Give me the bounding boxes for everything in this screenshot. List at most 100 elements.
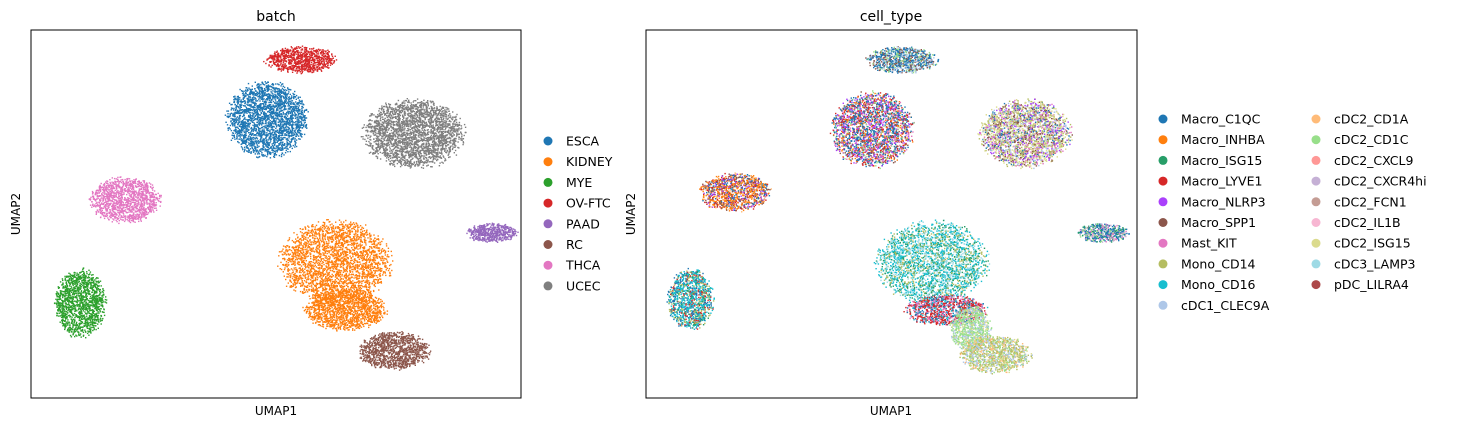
point-esca bbox=[267, 126, 268, 127]
point-kidney bbox=[355, 266, 356, 267]
point-kidney bbox=[350, 252, 351, 253]
point-kidney bbox=[325, 283, 326, 284]
point-esca bbox=[269, 124, 270, 125]
point-esca bbox=[251, 117, 252, 118]
point-esca bbox=[252, 125, 253, 126]
point-kidney bbox=[369, 287, 370, 288]
point-esca bbox=[239, 108, 240, 109]
point-kidney bbox=[323, 264, 324, 265]
point-esca bbox=[302, 114, 303, 115]
point-kidney bbox=[377, 270, 378, 271]
point-kidney bbox=[358, 275, 359, 276]
point-esca bbox=[250, 114, 251, 115]
point-kidney bbox=[301, 240, 302, 241]
point-esca bbox=[257, 138, 258, 139]
point-esca bbox=[276, 137, 277, 138]
point-kidney bbox=[317, 291, 318, 292]
point-kidney bbox=[381, 256, 382, 257]
point-esca bbox=[252, 110, 253, 111]
point-kidney bbox=[388, 251, 389, 252]
point-esca bbox=[242, 116, 243, 117]
point-kidney bbox=[328, 252, 329, 253]
point-esca bbox=[233, 108, 234, 109]
point-esca bbox=[299, 110, 300, 111]
point-kidney bbox=[367, 237, 368, 238]
point-esca bbox=[294, 139, 295, 140]
point-esca bbox=[253, 106, 254, 107]
point-esca bbox=[245, 119, 246, 120]
point-esca bbox=[243, 141, 244, 142]
point-kidney bbox=[339, 236, 340, 237]
point-kidney bbox=[339, 249, 340, 250]
point-esca bbox=[276, 145, 277, 146]
point-esca bbox=[241, 109, 242, 110]
point-esca bbox=[262, 142, 263, 143]
point-kidney bbox=[337, 266, 338, 267]
point-kidney bbox=[316, 233, 317, 234]
point-esca bbox=[265, 135, 266, 136]
point-esca bbox=[283, 93, 284, 94]
point-esca bbox=[263, 133, 264, 134]
point-kidney bbox=[365, 244, 366, 245]
point-esca bbox=[285, 134, 286, 135]
point-kidney bbox=[310, 258, 311, 259]
point-esca bbox=[278, 114, 279, 115]
point-esca bbox=[239, 118, 240, 119]
point-kidney bbox=[360, 264, 361, 265]
point-kidney bbox=[379, 256, 380, 257]
point-esca bbox=[277, 142, 278, 143]
point-kidney bbox=[337, 256, 338, 257]
point-kidney bbox=[286, 286, 287, 287]
point-esca bbox=[243, 135, 244, 136]
point-kidney bbox=[320, 261, 321, 262]
point-esca bbox=[247, 111, 248, 112]
point-kidney bbox=[353, 284, 354, 285]
point-kidney bbox=[296, 269, 297, 270]
point-esca bbox=[287, 126, 288, 127]
point-kidney bbox=[359, 259, 360, 260]
point-kidney bbox=[332, 232, 333, 233]
point-esca bbox=[264, 84, 265, 85]
point-kidney bbox=[359, 293, 360, 294]
point-kidney bbox=[364, 256, 365, 257]
point-kidney bbox=[340, 253, 341, 254]
point-kidney bbox=[327, 269, 328, 270]
point-kidney bbox=[346, 235, 347, 236]
point-kidney bbox=[307, 225, 308, 226]
point-kidney bbox=[293, 241, 294, 242]
point-kidney bbox=[289, 247, 290, 248]
point-esca bbox=[240, 112, 241, 113]
point-esca bbox=[282, 83, 283, 84]
point-esca bbox=[283, 113, 284, 114]
point-kidney bbox=[310, 253, 311, 254]
point-esca bbox=[281, 128, 282, 129]
point-esca bbox=[283, 109, 284, 110]
point-esca bbox=[237, 124, 238, 125]
point-esca bbox=[254, 134, 255, 135]
point-kidney bbox=[346, 283, 347, 284]
point-esca bbox=[264, 132, 265, 133]
point-esca bbox=[270, 96, 271, 97]
point-esca bbox=[268, 142, 269, 143]
point-kidney bbox=[386, 245, 387, 246]
point-esca bbox=[260, 151, 261, 152]
point-esca bbox=[263, 116, 264, 117]
point-kidney bbox=[350, 225, 351, 226]
point-kidney bbox=[339, 229, 340, 230]
point-kidney bbox=[387, 268, 388, 269]
point-esca bbox=[275, 96, 276, 97]
point-kidney bbox=[386, 259, 387, 260]
point-kidney bbox=[358, 283, 359, 284]
point-esca bbox=[287, 121, 288, 122]
point-esca bbox=[271, 127, 272, 128]
point-esca bbox=[244, 147, 245, 148]
point-kidney bbox=[343, 270, 344, 271]
point-esca bbox=[225, 122, 226, 123]
point-kidney bbox=[305, 286, 306, 287]
point-kidney bbox=[294, 260, 295, 261]
point-esca bbox=[293, 98, 294, 99]
point-kidney bbox=[289, 260, 290, 261]
point-esca bbox=[248, 120, 249, 121]
point-kidney bbox=[287, 269, 288, 270]
point-kidney bbox=[367, 283, 368, 284]
